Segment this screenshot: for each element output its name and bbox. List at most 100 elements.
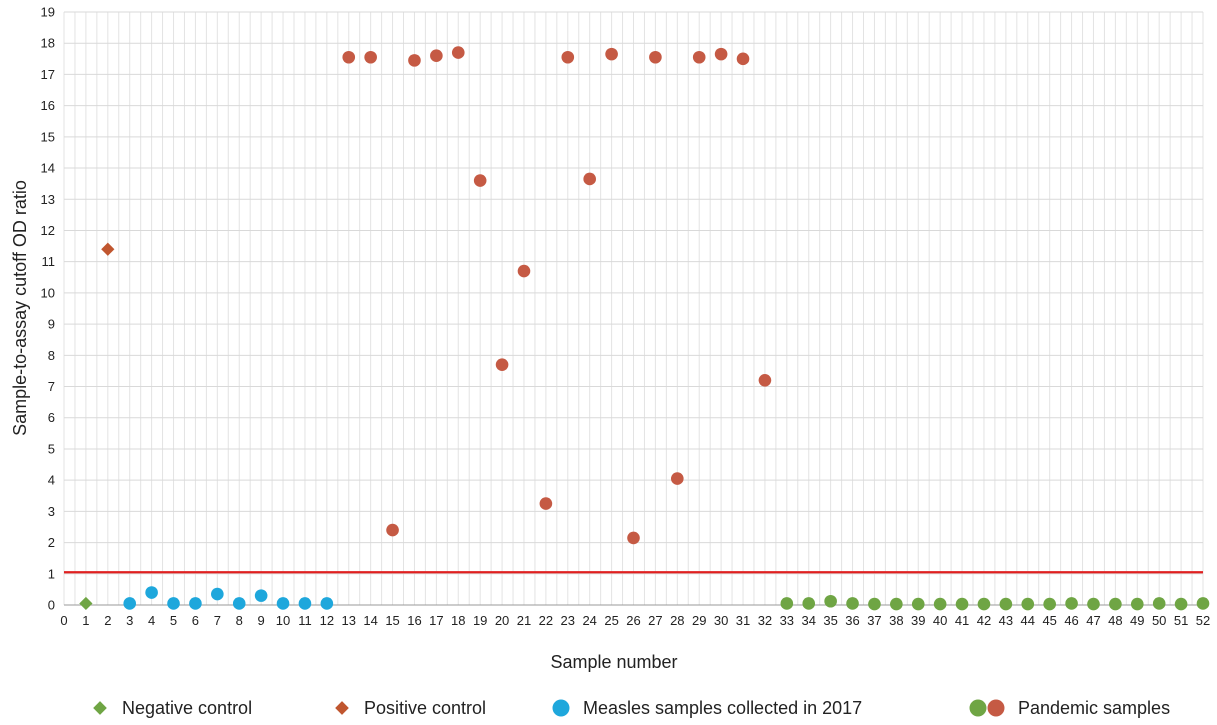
data-point <box>627 531 640 545</box>
x-tick-label: 13 <box>342 613 356 628</box>
x-tick-label: 39 <box>911 613 925 628</box>
legend-label: Positive control <box>364 698 486 718</box>
y-tick-label: 17 <box>41 67 55 82</box>
data-point <box>1109 597 1122 611</box>
x-tick-label: 41 <box>955 613 969 628</box>
x-tick-label: 3 <box>126 613 133 628</box>
x-tick-label: 34 <box>801 613 815 628</box>
x-tick-label: 51 <box>1174 613 1188 628</box>
data-point <box>101 242 115 256</box>
x-tick-label: 42 <box>977 613 991 628</box>
x-tick-label: 48 <box>1108 613 1122 628</box>
data-point <box>999 597 1013 611</box>
y-axis-title: Sample-to-assay cutoff OD ratio <box>10 180 30 436</box>
x-tick-label: 30 <box>714 613 728 628</box>
data-point <box>911 597 925 611</box>
x-tick-label: 21 <box>517 613 531 628</box>
x-tick-label: 49 <box>1130 613 1144 628</box>
x-tick-label: 44 <box>1021 613 1035 628</box>
x-tick-label: 47 <box>1086 613 1100 628</box>
data-point <box>1065 597 1078 610</box>
x-tick-label: 22 <box>539 613 553 628</box>
x-tick-label: 35 <box>823 613 837 628</box>
data-point <box>890 597 903 611</box>
data-point <box>758 373 772 387</box>
data-point <box>495 358 509 371</box>
x-tick-label: 40 <box>933 613 947 628</box>
y-tick-label: 19 <box>41 5 55 20</box>
data-point <box>473 174 487 187</box>
grid <box>63 11 1204 606</box>
data-point <box>955 597 969 611</box>
x-tick-label: 23 <box>561 613 575 628</box>
x-tick-label: 32 <box>758 613 772 628</box>
x-tick-label: 38 <box>889 613 903 628</box>
x-tick-label: 37 <box>867 613 881 628</box>
legend-item: Pandemic samples <box>969 698 1170 718</box>
data-point <box>211 587 224 601</box>
x-tick-label: 2 <box>104 613 111 628</box>
legend-marker <box>335 701 349 715</box>
data-point <box>692 50 706 64</box>
y-tick-label: 15 <box>41 129 55 144</box>
data-point <box>933 597 947 611</box>
data-point <box>714 47 728 61</box>
data-point <box>123 597 137 610</box>
data-point <box>605 47 618 61</box>
x-tick-label: 16 <box>407 613 421 628</box>
y-tick-label: 6 <box>48 410 55 425</box>
x-tick-label: 4 <box>148 613 155 628</box>
y-tick-label: 8 <box>48 348 55 363</box>
data-point <box>1174 597 1188 611</box>
data-point <box>671 472 684 485</box>
x-tick-label: 27 <box>648 613 662 628</box>
y-tick-label: 4 <box>48 473 55 488</box>
data-point <box>1021 597 1035 611</box>
y-tick-label: 16 <box>41 98 55 113</box>
data-point <box>736 52 750 66</box>
data-point <box>320 597 334 610</box>
y-tick-label: 0 <box>48 598 55 613</box>
x-tick-label: 43 <box>999 613 1013 628</box>
data-point <box>517 264 531 278</box>
legend-item: Negative control <box>93 698 252 718</box>
y-tick-label: 18 <box>41 36 55 51</box>
data-points <box>79 46 1210 611</box>
legend: Negative control Positive control Measles … <box>93 698 1170 718</box>
data-point <box>79 596 93 611</box>
data-point <box>561 50 575 64</box>
data-point <box>1043 597 1056 611</box>
data-point <box>868 597 881 611</box>
x-axis-title: Sample number <box>550 652 677 672</box>
x-tick-label: 7 <box>214 613 221 628</box>
x-tick-label: 19 <box>473 613 487 628</box>
y-tick-label: 9 <box>48 317 55 332</box>
data-point <box>189 597 202 610</box>
data-point <box>649 50 662 64</box>
data-point <box>298 597 312 610</box>
x-tick-label: 31 <box>736 613 750 628</box>
x-tick-label: 9 <box>258 613 265 628</box>
x-tick-label: 50 <box>1152 613 1166 628</box>
data-point <box>167 597 180 610</box>
x-tick-label: 52 <box>1196 613 1210 628</box>
y-tick-label: 7 <box>48 379 55 394</box>
data-point <box>802 597 816 610</box>
data-point <box>342 50 356 64</box>
data-point <box>977 597 991 611</box>
x-tick-label: 28 <box>670 613 684 628</box>
x-tick-label: 11 <box>298 613 312 628</box>
data-point <box>824 594 837 608</box>
data-point <box>145 586 158 599</box>
x-tick-label: 12 <box>320 613 334 628</box>
data-point <box>408 54 421 67</box>
x-tick-label: 15 <box>385 613 399 628</box>
data-point <box>1130 597 1144 611</box>
y-tick-label: 12 <box>41 223 55 238</box>
y-tick-label: 11 <box>42 254 56 269</box>
y-tick-label: 14 <box>41 161 55 176</box>
x-tick-label: 18 <box>451 613 465 628</box>
legend-marker <box>552 699 570 717</box>
